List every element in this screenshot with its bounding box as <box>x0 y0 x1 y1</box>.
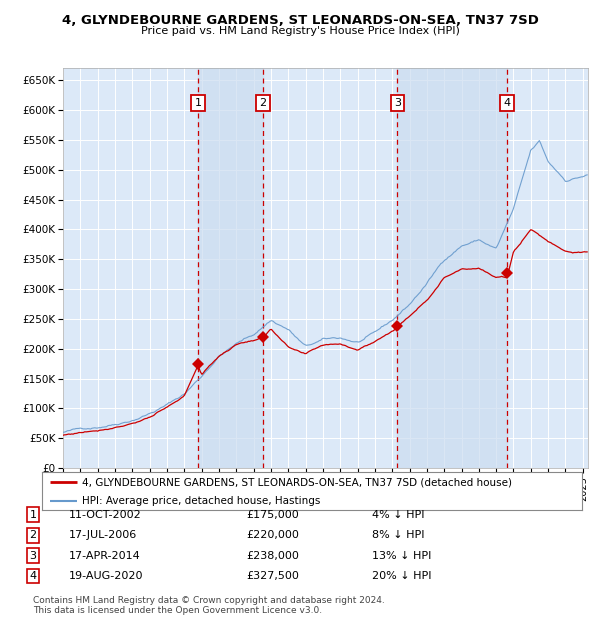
Text: Contains HM Land Registry data © Crown copyright and database right 2024.
This d: Contains HM Land Registry data © Crown c… <box>33 596 385 615</box>
Text: 17-JUL-2006: 17-JUL-2006 <box>69 530 137 540</box>
Text: 20% ↓ HPI: 20% ↓ HPI <box>372 571 431 581</box>
Text: 1: 1 <box>194 98 202 108</box>
Text: 8% ↓ HPI: 8% ↓ HPI <box>372 530 425 540</box>
Text: 17-APR-2014: 17-APR-2014 <box>69 551 141 560</box>
Text: £238,000: £238,000 <box>246 551 299 560</box>
Bar <box>397 68 507 468</box>
Text: 11-OCT-2002: 11-OCT-2002 <box>69 510 142 520</box>
Text: 4% ↓ HPI: 4% ↓ HPI <box>372 510 425 520</box>
Text: 1: 1 <box>29 510 37 520</box>
Text: £175,000: £175,000 <box>246 510 299 520</box>
Text: 2: 2 <box>29 530 37 540</box>
Text: £220,000: £220,000 <box>246 530 299 540</box>
Text: 4, GLYNDEBOURNE GARDENS, ST LEONARDS-ON-SEA, TN37 7SD (detached house): 4, GLYNDEBOURNE GARDENS, ST LEONARDS-ON-… <box>83 477 512 487</box>
Text: 19-AUG-2020: 19-AUG-2020 <box>69 571 143 581</box>
Text: 3: 3 <box>29 551 37 560</box>
Text: 4: 4 <box>503 98 511 108</box>
Text: 4, GLYNDEBOURNE GARDENS, ST LEONARDS-ON-SEA, TN37 7SD: 4, GLYNDEBOURNE GARDENS, ST LEONARDS-ON-… <box>62 14 538 27</box>
Text: 13% ↓ HPI: 13% ↓ HPI <box>372 551 431 560</box>
Text: 4: 4 <box>29 571 37 581</box>
Text: Price paid vs. HM Land Registry's House Price Index (HPI): Price paid vs. HM Land Registry's House … <box>140 26 460 36</box>
Text: 2: 2 <box>259 98 266 108</box>
Bar <box>198 68 263 468</box>
Text: £327,500: £327,500 <box>246 571 299 581</box>
Text: 3: 3 <box>394 98 401 108</box>
Text: HPI: Average price, detached house, Hastings: HPI: Average price, detached house, Hast… <box>83 497 321 507</box>
